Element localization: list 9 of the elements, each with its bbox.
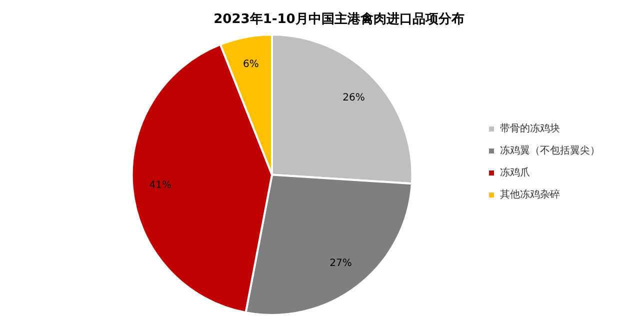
data-label: 27% (330, 258, 352, 270)
legend-label: 冻鸡爪 (500, 166, 530, 179)
data-label: 26% (342, 92, 365, 104)
legend-label: 带骨的冻鸡块 (500, 122, 560, 135)
legend-label: 冻鸡翼（不包括翼尖） (500, 144, 600, 157)
data-label: 41% (149, 180, 172, 191)
chart-title: 2023年1-10月中国主港禽肉进口品项分布 (214, 11, 464, 28)
legend-label: 其他冻鸡杂碎 (500, 188, 560, 201)
data-label: 6% (243, 59, 259, 70)
